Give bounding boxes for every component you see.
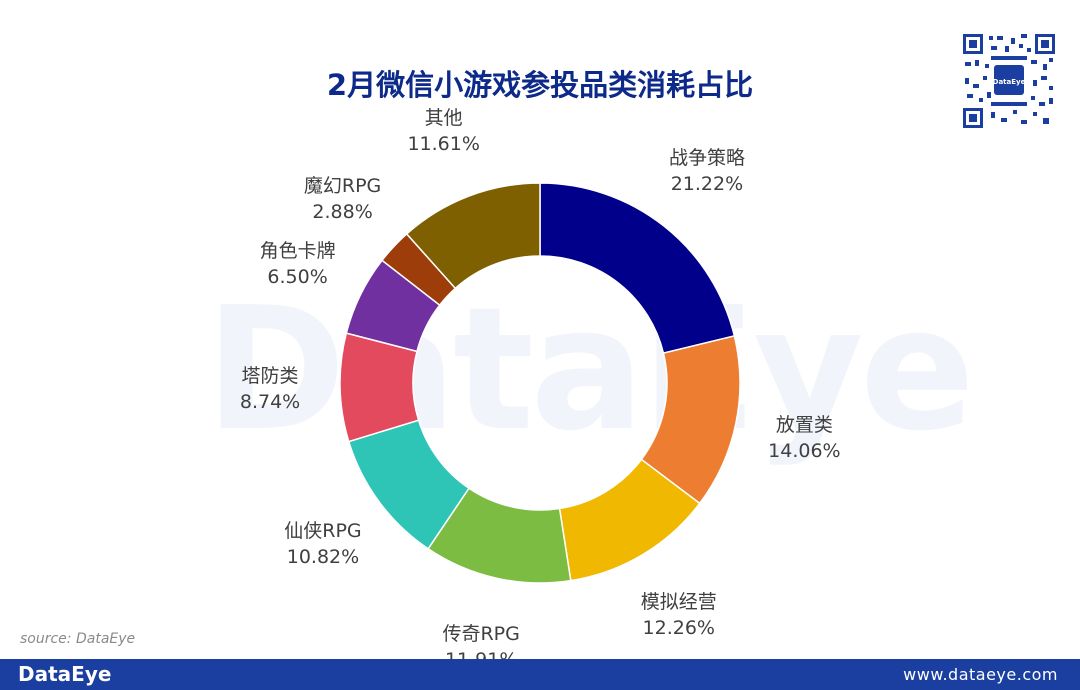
slice-label-name: 模拟经营 — [640, 590, 717, 613]
chart-title: 2月微信小游戏参投品类消耗占比 — [326, 68, 754, 102]
slice-label: 其他 11.61% — [364, 105, 524, 157]
slice-label: 放置类 14.06% — [724, 412, 884, 464]
slice-label-value: 10.82% — [286, 545, 360, 568]
footer-bar: DataEye www.dataeye.com — [0, 659, 1080, 690]
footer-website: www.dataeye.com — [903, 665, 1058, 684]
slice-label-value: 12.26% — [642, 616, 715, 639]
slice-label-name: 塔防类 — [241, 365, 299, 388]
source-note: source: DataEye — [20, 631, 136, 647]
slice-label-name: 角色卡牌 — [259, 240, 336, 263]
slice-label-value: 11.61% — [407, 132, 480, 155]
slice-label-name: 战争策略 — [668, 146, 745, 169]
qr-code-icon: DataEye — [961, 32, 1057, 130]
slice-label-name: 其他 — [424, 106, 463, 129]
slice-label-name: 传奇RPG — [442, 622, 520, 645]
slice-label-name: 仙侠RPG — [284, 519, 362, 542]
slice-label: 仙侠RPG 10.82% — [243, 518, 403, 570]
watermark: DataEye — [205, 271, 975, 469]
footer-brand-logo: DataEye — [18, 662, 112, 686]
slice-label-value: 8.74% — [239, 391, 301, 414]
slice-label-value: 6.50% — [267, 266, 328, 289]
slice-label: 战争策略 21.22% — [627, 145, 787, 197]
slice-label: 塔防类 8.74% — [190, 363, 350, 415]
slice-label-value: 21.22% — [670, 172, 744, 195]
slice-label-value: 2.88% — [312, 200, 373, 223]
qr-center-label: DataEye — [993, 78, 1026, 86]
slice-label-value: 14.06% — [768, 439, 841, 462]
slice-label: 角色卡牌 6.50% — [218, 238, 378, 290]
donut-slice — [405, 182, 541, 290]
donut-slice — [539, 182, 736, 355]
slice-label: 模拟经营 12.26% — [599, 589, 759, 641]
slice-label: 魔幻RPG 2.88% — [263, 173, 423, 225]
slice-label-name: 魔幻RPG — [303, 174, 382, 197]
slice-label-name: 放置类 — [775, 413, 833, 436]
